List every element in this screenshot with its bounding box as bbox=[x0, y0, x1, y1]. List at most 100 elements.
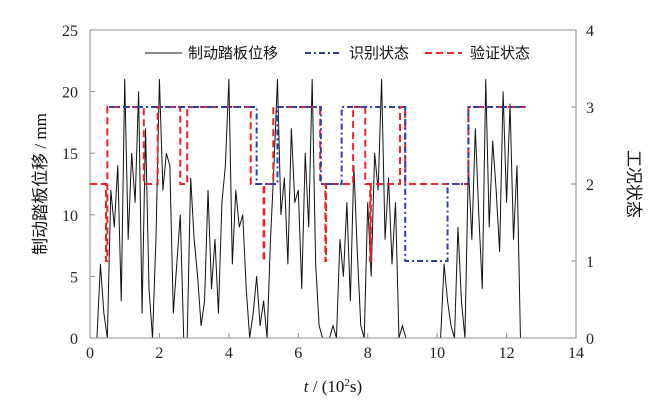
displacement-point bbox=[499, 251, 501, 253]
displacement-point bbox=[290, 128, 292, 129]
displacement-point bbox=[176, 263, 178, 265]
displacement-point bbox=[374, 152, 376, 154]
displacement-point bbox=[221, 202, 223, 203]
displacement-point bbox=[356, 251, 358, 253]
displacement-point bbox=[169, 165, 171, 166]
displacement-point bbox=[516, 165, 518, 166]
y-right-tick-label: 1 bbox=[586, 254, 594, 271]
displacement-point bbox=[238, 226, 240, 228]
displacement-point bbox=[304, 152, 306, 154]
x-tick-label: 10 bbox=[429, 345, 445, 362]
displacement-point bbox=[509, 103, 511, 105]
displacement-point bbox=[346, 202, 348, 203]
y-axis-right-label: 工况状态 bbox=[624, 150, 643, 218]
displacement-point bbox=[308, 226, 310, 228]
y-right-tick-label: 0 bbox=[586, 331, 594, 348]
displacement-point bbox=[141, 312, 143, 314]
displacement-point bbox=[388, 177, 389, 179]
displacement-point bbox=[100, 263, 101, 265]
displacement-point bbox=[471, 239, 473, 240]
displacement-point bbox=[513, 239, 514, 240]
series-identified-state-line bbox=[109, 106, 526, 262]
displacement-point bbox=[103, 312, 105, 314]
displacement-point bbox=[391, 263, 393, 265]
displacement-point bbox=[162, 189, 164, 191]
displacement-point bbox=[256, 276, 258, 277]
displacement-point bbox=[402, 325, 403, 327]
x-tick-label: 0 bbox=[86, 345, 94, 362]
x-label-end: s) bbox=[350, 377, 362, 396]
x-label-var: t bbox=[304, 377, 310, 396]
displacement-point bbox=[134, 202, 136, 203]
y-left-tick-label: 25 bbox=[62, 23, 78, 40]
displacement-point bbox=[367, 202, 369, 203]
displacement-point bbox=[214, 239, 216, 240]
displacement-point bbox=[270, 239, 271, 240]
displacement-point bbox=[120, 300, 122, 302]
displacement-point bbox=[138, 91, 140, 92]
displacement-point bbox=[204, 300, 205, 302]
displacement-point bbox=[218, 312, 219, 314]
displacement-point bbox=[235, 189, 237, 191]
y-left-tick-label: 0 bbox=[70, 331, 78, 348]
displacement-point bbox=[447, 300, 448, 302]
x-tick-label: 2 bbox=[155, 345, 163, 362]
displacement-point bbox=[301, 288, 303, 290]
displacement-point bbox=[311, 78, 313, 80]
displacement-point bbox=[485, 78, 487, 80]
displacement-point bbox=[280, 214, 282, 216]
displacement-point bbox=[488, 226, 490, 228]
displacement-point bbox=[277, 78, 278, 80]
displacement-point bbox=[155, 239, 157, 240]
y-right-tick-label: 4 bbox=[586, 23, 594, 40]
x-tick-label: 4 bbox=[225, 345, 233, 362]
displacement-point bbox=[179, 214, 181, 216]
y-left-tick-label: 15 bbox=[62, 146, 78, 163]
displacement-point bbox=[384, 239, 386, 240]
y-left-tick-label: 10 bbox=[62, 208, 78, 225]
displacement-point bbox=[245, 288, 247, 290]
x-tick-label: 14 bbox=[568, 345, 584, 362]
displacement-point bbox=[207, 189, 209, 191]
displacement-point bbox=[228, 78, 230, 80]
displacement-point bbox=[242, 214, 244, 216]
displacement-point bbox=[117, 165, 119, 166]
displacement-point bbox=[343, 276, 344, 277]
displacement-point bbox=[159, 78, 160, 80]
displacement-point bbox=[492, 140, 494, 142]
displacement-point bbox=[381, 78, 382, 80]
displacement-point bbox=[110, 189, 112, 191]
displacement-point bbox=[297, 189, 299, 191]
displacement-point bbox=[506, 202, 507, 203]
series-displacement-line bbox=[90, 79, 521, 339]
y-left-tick-label: 5 bbox=[70, 269, 78, 286]
displacement-point bbox=[474, 128, 476, 129]
series-verified-state-line bbox=[90, 106, 526, 262]
displacement-point bbox=[193, 239, 195, 240]
displacement-point bbox=[349, 300, 351, 302]
y-axis-left-label: 制动踏板位移 / mm bbox=[31, 113, 50, 255]
displacement-point bbox=[284, 177, 285, 179]
displacement-point bbox=[127, 239, 129, 240]
displacement-point bbox=[360, 325, 362, 327]
x-tick-label: 12 bbox=[499, 345, 515, 362]
x-tick-label: 8 bbox=[364, 345, 372, 362]
displacement-point bbox=[165, 152, 167, 154]
displacement-point bbox=[287, 263, 289, 265]
displacement-point bbox=[481, 288, 483, 290]
displacement-point bbox=[211, 288, 212, 290]
x-label-sup: 2 bbox=[344, 377, 350, 389]
displacement-point bbox=[259, 325, 261, 327]
displacement-point bbox=[172, 312, 174, 314]
x-axis-label: t / (102s) bbox=[304, 377, 362, 396]
displacement-point bbox=[148, 288, 150, 290]
displacement-point bbox=[231, 263, 233, 265]
displacement-point bbox=[339, 239, 341, 240]
displacement-point bbox=[190, 177, 192, 179]
displacement-point bbox=[124, 78, 126, 80]
displacement-point bbox=[197, 276, 199, 277]
displacement-point bbox=[450, 325, 452, 327]
displacement-point bbox=[332, 325, 334, 327]
y-left-tick-label: 20 bbox=[62, 85, 78, 102]
